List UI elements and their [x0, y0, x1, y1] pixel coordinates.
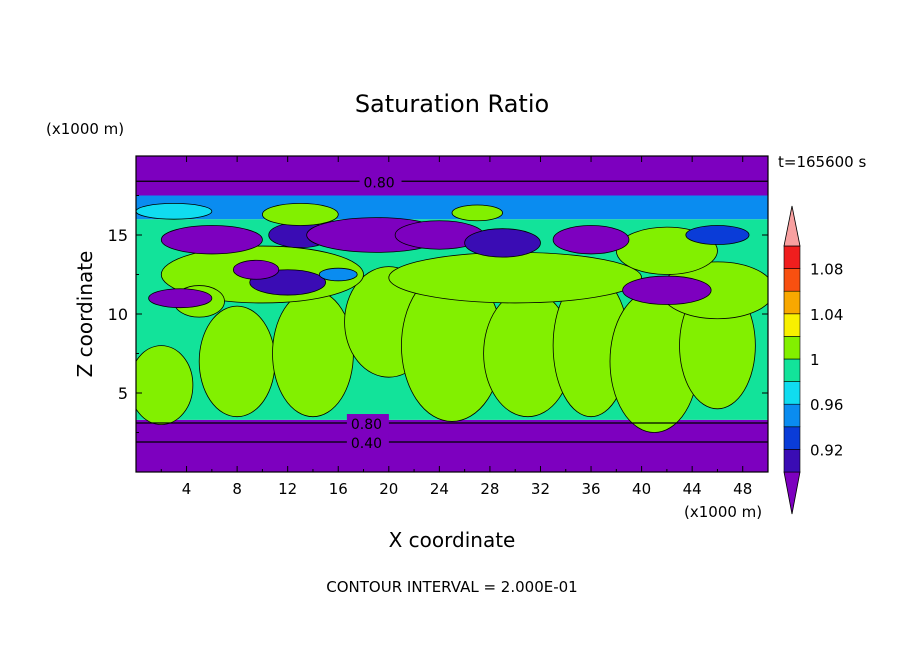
- x-tick-label: 12: [278, 480, 297, 498]
- field-band-2: [136, 195, 768, 220]
- field-region-25: [685, 225, 750, 245]
- field-region-15: [232, 259, 280, 280]
- colorbar-segment: [783, 245, 801, 269]
- colorbar-extend-low: [783, 471, 801, 515]
- y-axis-ticks: 5 10 15: [108, 195, 768, 433]
- x-axis-label: X coordinate: [389, 528, 516, 552]
- field-region-21: [552, 225, 630, 255]
- field-region-23: [148, 288, 213, 309]
- colorbar-segment: [783, 358, 801, 382]
- field-region-1: [198, 305, 276, 418]
- colorbar-extend-high: [783, 205, 801, 247]
- colorbar-tick-label: 1: [810, 351, 820, 369]
- colorbar-tick-label: 1.08: [810, 261, 843, 279]
- y-axis-label: Z coordinate: [73, 251, 97, 378]
- x-tick-label: 44: [683, 480, 702, 498]
- field-region-16: [160, 225, 263, 255]
- colorbar-segment: [783, 381, 801, 405]
- x-tick-label: 32: [531, 480, 550, 498]
- field-region-24: [318, 267, 358, 282]
- y-tick-label: 10: [108, 305, 128, 324]
- x-tick-label: 48: [733, 480, 752, 498]
- time-label: t=165600 s: [778, 153, 866, 171]
- colorbar-segment: [783, 426, 801, 450]
- y-tick-label: 5: [118, 384, 128, 403]
- colorbar-segment: [783, 336, 801, 360]
- contour-labels: 0.80 0.80 0.40: [346, 172, 402, 452]
- field-region-28: [451, 204, 503, 222]
- field-region-2: [272, 289, 354, 418]
- colorbar-segment: [783, 403, 801, 428]
- colorbar-segment: [783, 268, 801, 292]
- contour-label-bg-1: [346, 414, 389, 431]
- contour-label-bg-0: [359, 172, 402, 189]
- plot-area: [136, 156, 768, 472]
- x-tick-label: 28: [480, 480, 499, 498]
- x-tick-label: 40: [632, 480, 651, 498]
- colorbar-segment: [783, 290, 801, 315]
- colorbar-segment: [783, 313, 801, 337]
- field-band-3: [136, 156, 768, 196]
- field-region-27: [262, 203, 339, 226]
- contour-interval-note: CONTOUR INTERVAL = 2.000E-01: [326, 578, 577, 596]
- colorbar-tick-label: 0.92: [810, 441, 843, 459]
- field-band-0: [136, 419, 768, 472]
- field-region-0: [136, 345, 194, 425]
- x-tick-label: 24: [430, 480, 449, 498]
- y-tick-label: 15: [108, 226, 128, 245]
- field-region-10: [388, 251, 643, 304]
- x-tick-label: 4: [182, 480, 192, 498]
- colorbar-segment: [783, 449, 801, 473]
- contour-lines: [136, 180, 768, 443]
- contour-label-0: 0.80: [364, 175, 395, 191]
- y-unit-label: (x1000 m): [46, 120, 124, 138]
- contour-label-2: 0.40: [351, 436, 382, 452]
- x-tick-label: 36: [581, 480, 600, 498]
- x-axis-ticks: 4 8 12 16 20 24 28 32 36 40 44 48: [160, 156, 752, 498]
- field-region-26: [136, 203, 213, 220]
- colorbar: 0.92 0.96 1 1.04 1.08: [783, 205, 843, 515]
- colorbar-tick-label: 0.96: [810, 396, 843, 414]
- field-region-22: [622, 275, 712, 305]
- x-tick-label: 16: [329, 480, 348, 498]
- contour-label-1: 0.80: [351, 417, 382, 433]
- chart-title: Saturation Ratio: [355, 90, 549, 118]
- field-region-20: [464, 228, 541, 258]
- contour-label-bg-2: [346, 432, 389, 449]
- x-unit-label: (x1000 m): [684, 503, 762, 521]
- x-tick-label: 20: [379, 480, 398, 498]
- x-tick-label: 8: [232, 480, 242, 498]
- colorbar-tick-label: 1.04: [810, 306, 843, 324]
